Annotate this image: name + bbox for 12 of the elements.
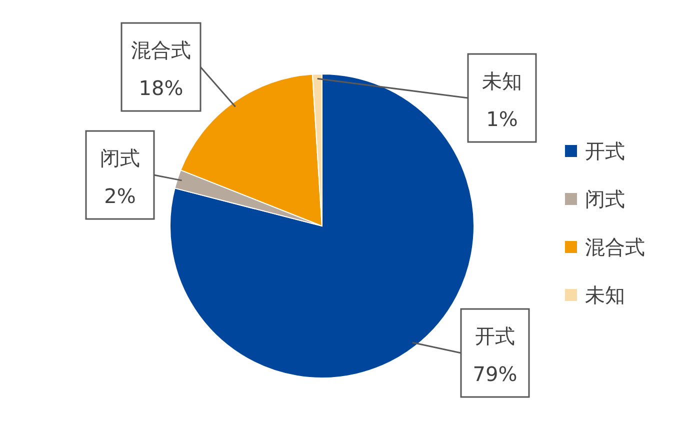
- data-label: 2%: [104, 184, 136, 208]
- slice-label: 闭式: [100, 146, 140, 170]
- data-label: 18%: [138, 76, 184, 100]
- slice-label: 开式: [475, 324, 515, 348]
- legend-label: 未知: [585, 283, 625, 307]
- slice-label: 未知: [482, 69, 522, 93]
- legend-label: 开式: [585, 139, 625, 163]
- legend-label: 闭式: [585, 187, 625, 211]
- data-label: 79%: [472, 362, 518, 386]
- data-label: 1%: [486, 107, 518, 131]
- slice-label: 混合式: [131, 38, 191, 62]
- legend-label: 混合式: [585, 235, 645, 259]
